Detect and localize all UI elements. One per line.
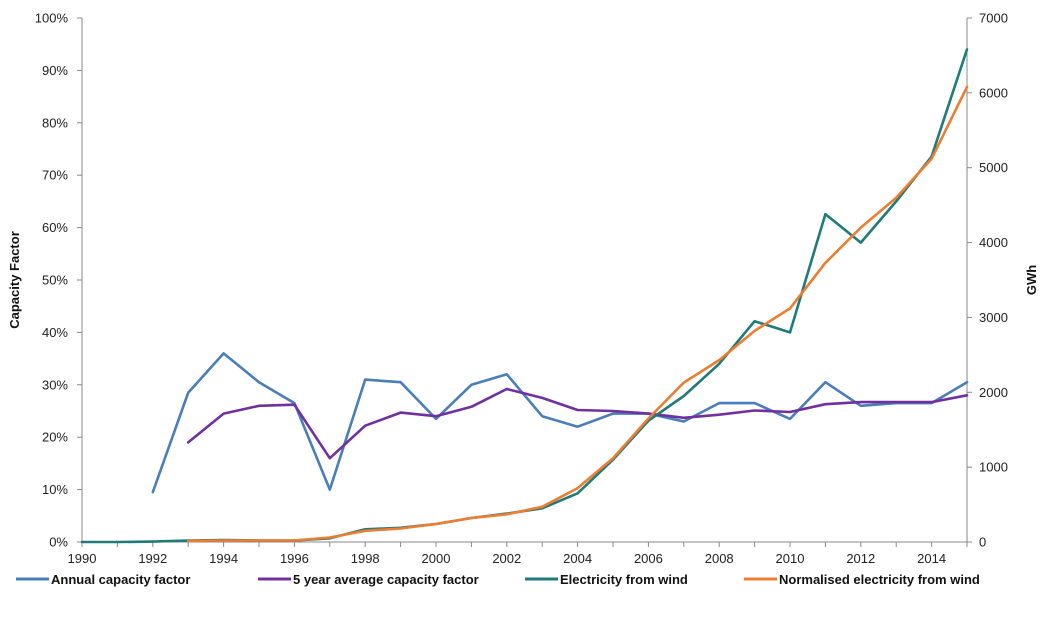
- right-y-axis-label: GWh: [1024, 265, 1039, 295]
- left-y-tick-label: 30%: [42, 377, 68, 392]
- x-tick-label: 2004: [563, 551, 592, 566]
- left-y-tick-label: 40%: [42, 325, 68, 340]
- legend: Annual capacity factor 5 year average cap…: [16, 572, 980, 587]
- right-y-axis-ticks: 0 1000 2000 3000 4000 5000 6000 7000: [967, 11, 1008, 550]
- x-tick-label: 2006: [634, 551, 663, 566]
- x-axis-ticks: 1990 1992 1994 1996 1998 2000 2002 2004 2006 2008…: [68, 542, 968, 566]
- x-tick-label: 1992: [138, 551, 167, 566]
- series-line-2: [80, 48, 969, 544]
- left-y-tick-label: 100%: [35, 11, 69, 26]
- right-y-tick-label: 2000: [979, 385, 1008, 400]
- series-line-3: [186, 85, 969, 543]
- left-y-tick-label: 20%: [42, 430, 68, 445]
- legend-label-3: Normalised electricity from wind: [779, 572, 980, 587]
- left-y-tick-label: 50%: [42, 273, 68, 288]
- left-y-axis-ticks: 0% 10% 20% 30% 40% 50% 60% 70% 80% 90% 100%: [35, 11, 82, 550]
- left-y-tick-label: 80%: [42, 115, 68, 130]
- x-tick-label: 1994: [209, 551, 238, 566]
- x-tick-label: 1990: [68, 551, 97, 566]
- right-y-tick-label: 1000: [979, 460, 1008, 475]
- axes: [81, 18, 968, 543]
- x-tick-label: 2000: [422, 551, 451, 566]
- left-y-tick-label: 10%: [42, 482, 68, 497]
- right-y-tick-label: 7000: [979, 11, 1008, 26]
- left-y-tick-label: 70%: [42, 168, 68, 183]
- left-y-tick-label: 60%: [42, 220, 68, 235]
- left-y-tick-label: 0%: [49, 535, 68, 550]
- legend-label-2: Electricity from wind: [560, 572, 688, 587]
- x-tick-label: 2002: [492, 551, 521, 566]
- left-y-axis-label: Capacity Factor: [7, 231, 22, 329]
- right-y-tick-label: 3000: [979, 310, 1008, 325]
- x-tick-label: 2008: [705, 551, 734, 566]
- right-y-tick-label: 4000: [979, 235, 1008, 250]
- x-tick-label: 2012: [846, 551, 875, 566]
- x-tick-label: 1996: [280, 551, 309, 566]
- right-y-tick-label: 5000: [979, 160, 1008, 175]
- right-y-tick-label: 0: [979, 535, 986, 550]
- legend-label-0: Annual capacity factor: [51, 572, 190, 587]
- x-tick-label: 2010: [776, 551, 805, 566]
- left-y-tick-label: 90%: [42, 63, 68, 78]
- x-tick-label: 2014: [917, 551, 946, 566]
- series-line-0: [151, 352, 969, 494]
- series-line-1: [186, 387, 969, 460]
- right-y-tick-label: 6000: [979, 85, 1008, 100]
- legend-label-1: 5 year average capacity factor: [293, 572, 479, 587]
- x-tick-label: 1998: [351, 551, 380, 566]
- series-layer: [80, 48, 969, 544]
